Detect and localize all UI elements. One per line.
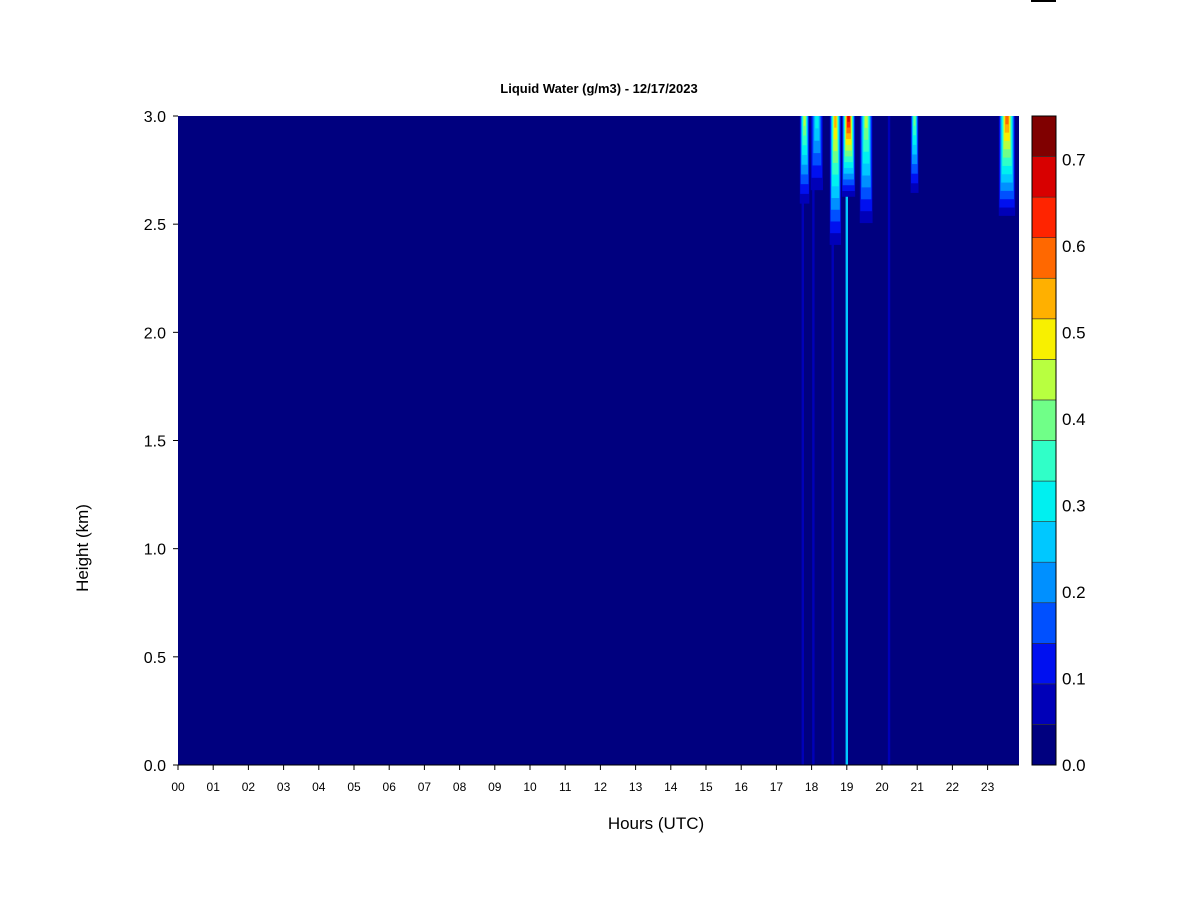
x-axis-label: Hours (UTC) xyxy=(608,814,704,833)
colorbar-label-0: 0.0 xyxy=(1062,756,1086,775)
colorbar-segment-12 xyxy=(1031,237,1057,279)
x-tick-label-8: 08 xyxy=(453,780,467,794)
chart-title: Liquid Water (g/m3) - 12/17/2023 xyxy=(500,81,697,96)
feature-4-band-8 xyxy=(864,116,868,128)
colorbar-label-2: 0.2 xyxy=(1062,583,1086,602)
colorbar-segment-14 xyxy=(1031,156,1057,198)
x-tick-label-23: 23 xyxy=(981,780,995,794)
colorbar-segment-10 xyxy=(1031,318,1057,360)
colorbar-segment-11 xyxy=(1031,277,1057,320)
y-axis-label: Height (km) xyxy=(73,504,92,592)
streak-2 xyxy=(831,116,834,765)
feature-1 xyxy=(810,116,824,191)
streak-0 xyxy=(801,116,804,765)
x-tick-label-15: 15 xyxy=(699,780,713,794)
feature-5 xyxy=(910,116,919,193)
y-tick-label-0: 0.0 xyxy=(144,758,166,775)
x-tick-label-19: 19 xyxy=(840,780,854,794)
x-tick-label-21: 21 xyxy=(911,780,925,794)
feature-2-band-10 xyxy=(834,116,837,128)
colorbar-label-4: 0.4 xyxy=(1062,410,1086,429)
x-tick-label-7: 07 xyxy=(418,780,432,794)
colorbar-label-7: 0.7 xyxy=(1062,150,1086,169)
colorbar-segment-15 xyxy=(1031,115,1057,157)
x-tick-label-14: 14 xyxy=(664,780,678,794)
colorbar xyxy=(1031,115,1057,766)
feature-4 xyxy=(859,116,873,224)
x-tick-label-1: 01 xyxy=(207,780,221,794)
feature-2 xyxy=(829,116,842,245)
x-tick-label-3: 03 xyxy=(277,780,291,794)
colorbar-segment-3 xyxy=(1031,602,1057,644)
feature-6 xyxy=(998,116,1016,216)
colorbar-segment-2 xyxy=(1031,643,1057,685)
liquid-water-features xyxy=(799,116,1016,245)
x-tick-label-0: 00 xyxy=(171,780,185,794)
x-tick-label-9: 09 xyxy=(488,780,502,794)
colorbar-label-6: 0.6 xyxy=(1062,237,1086,256)
streak-1 xyxy=(812,116,815,765)
x-tick-label-5: 05 xyxy=(347,780,361,794)
colorbar-segment-0 xyxy=(1031,724,1057,766)
plot-area xyxy=(178,116,1019,765)
x-tick-label-22: 22 xyxy=(946,780,960,794)
x-tick-label-6: 06 xyxy=(383,780,397,794)
colorbar-segment-9 xyxy=(1031,359,1057,401)
colorbar-segment-13 xyxy=(1031,196,1057,238)
colorbar-label-5: 0.5 xyxy=(1062,323,1086,342)
x-axis-ticks: 00 01 02 03 04 05 06 07 08 09 10 11 12 13 14 15 16 17 18 19… xyxy=(171,764,1019,794)
top-edge-marker xyxy=(1031,0,1056,2)
x-tick-label-10: 10 xyxy=(523,780,537,794)
x-tick-label-11: 11 xyxy=(559,780,572,794)
feature-5-band-7 xyxy=(913,116,916,126)
streak-4 xyxy=(887,116,891,765)
x-tick-label-12: 12 xyxy=(594,780,608,794)
feature-0 xyxy=(799,116,810,204)
liquid-water-streaks xyxy=(801,116,891,765)
colorbar-labels: 0.0 0.1 0.2 0.3 0.4 0.5 0.6 0.7 xyxy=(1062,150,1086,775)
y-tick-label-6: 3.0 xyxy=(144,109,166,126)
streak-3 xyxy=(845,116,848,765)
colorbar-segment-1 xyxy=(1031,683,1057,725)
colorbar-segment-4 xyxy=(1031,561,1057,604)
x-tick-label-16: 16 xyxy=(735,780,749,794)
colorbar-label-3: 0.3 xyxy=(1062,496,1086,515)
colorbar-frame xyxy=(1031,115,1057,766)
x-tick-label-4: 04 xyxy=(312,780,326,794)
colorbar-segment-7 xyxy=(1031,440,1057,482)
feature-6-band-11 xyxy=(1005,116,1009,125)
heatmap-background xyxy=(178,116,1019,765)
y-tick-label-2: 1.0 xyxy=(144,542,166,559)
colorbar-segment-6 xyxy=(1031,480,1057,522)
x-tick-label-13: 13 xyxy=(629,780,643,794)
colorbar-segment-5 xyxy=(1031,521,1057,563)
feature-3-band-13 xyxy=(847,116,850,122)
feature-1-band-5 xyxy=(815,116,819,129)
colorbar-segment-8 xyxy=(1031,399,1057,441)
feature-3 xyxy=(841,116,856,197)
y-tick-label-3: 1.5 xyxy=(144,434,166,451)
x-tick-label-20: 20 xyxy=(875,780,889,794)
x-tick-label-2: 02 xyxy=(242,780,256,794)
colorbar-label-1: 0.1 xyxy=(1062,669,1086,688)
y-tick-label-1: 0.5 xyxy=(144,650,166,667)
y-axis-ticks: 0.0 0.5 1.0 1.5 2.0 2.5 3.0 xyxy=(144,109,178,775)
x-tick-label-18: 18 xyxy=(805,780,819,794)
y-tick-label-4: 2.0 xyxy=(144,325,166,342)
x-tick-label-17: 17 xyxy=(770,780,784,794)
feature-0-band-8 xyxy=(803,116,806,126)
y-tick-label-5: 2.5 xyxy=(144,217,166,234)
